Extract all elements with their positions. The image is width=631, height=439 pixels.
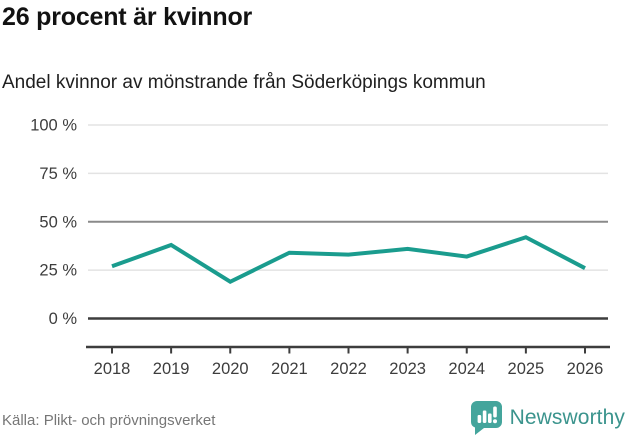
data-line: [111, 235, 586, 285]
page-title: 26 procent är kvinnor: [2, 3, 253, 31]
x-tick-label: 2022: [330, 360, 367, 378]
x-tick-label: 2019: [153, 360, 190, 378]
x-tick-label: 2024: [448, 360, 485, 378]
y-tick-label: 50 %: [39, 213, 77, 231]
chart-subtitle: Andel kvinnor av mönstrande från Söderkö…: [2, 72, 486, 93]
y-tick-label: 0 %: [49, 310, 78, 328]
newsworthy-logo-icon: [470, 401, 502, 435]
x-tick-label: 2023: [389, 360, 426, 378]
y-tick-label: 75 %: [39, 165, 77, 183]
y-tick-label: 25 %: [39, 262, 77, 280]
x-tick-label: 2026: [567, 360, 604, 378]
x-tick-label: 2018: [94, 360, 131, 378]
x-tick-label: 2021: [271, 360, 308, 378]
newsworthy-wordmark: Newsworthy: [509, 405, 625, 429]
x-tick-label: 2025: [508, 360, 545, 378]
source-note: Källa: Plikt- och prövningsverket: [2, 412, 216, 429]
newsworthy-logo[interactable]: Newsworthy: [470, 400, 625, 435]
y-tick-label: 100 %: [30, 117, 77, 135]
x-tick-label: 2020: [212, 360, 249, 378]
speech-bubble-shape: [470, 401, 502, 435]
